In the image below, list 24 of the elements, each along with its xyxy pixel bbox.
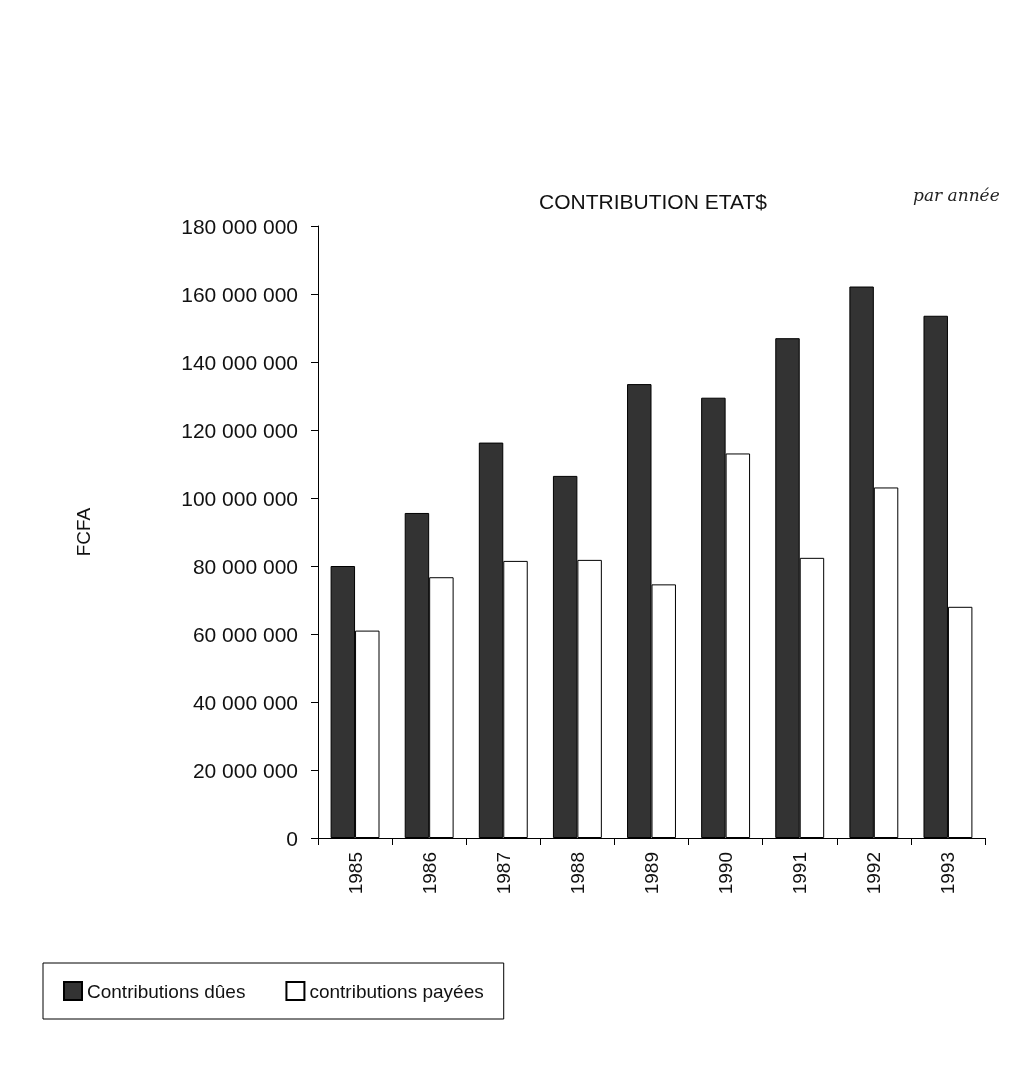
x-tick-label: 1986	[418, 852, 440, 895]
x-tick-label: 1990	[715, 852, 737, 895]
x-tick-label: 1989	[641, 852, 662, 895]
legend-label: contributions payées	[309, 980, 484, 1002]
x-tick-label: 1993	[937, 852, 959, 895]
x-tick-label: 1987	[492, 852, 514, 895]
y-tick-label: 180 000 000	[181, 214, 298, 238]
y-tick-label: 100 000 000	[181, 486, 298, 510]
y-tick-label: 120 000 000	[181, 418, 298, 442]
legend-label: Contributions dûes	[87, 980, 246, 1002]
y-tick-label: 80 000 000	[192, 554, 298, 578]
y-tick-label: 140 000 000	[181, 350, 298, 374]
x-tick-label: 1992	[863, 852, 885, 895]
y-tick-label: 0	[286, 826, 298, 850]
x-tick-label: 1991	[789, 852, 811, 895]
y-tick-label: 160 000 000	[181, 282, 298, 306]
x-tick-label: 1985	[344, 852, 366, 895]
y-tick-label: 40 000 000	[192, 690, 298, 714]
chart-title: CONTRIBUTION ETAT$	[539, 190, 768, 213]
y-tick-label: 20 000 000	[192, 758, 298, 782]
x-tick-label: 1988	[566, 852, 588, 895]
text: par année	[913, 184, 1000, 205]
y-axis-title: FCFA	[73, 507, 94, 557]
y-tick-label: 60 000 000	[192, 622, 298, 646]
